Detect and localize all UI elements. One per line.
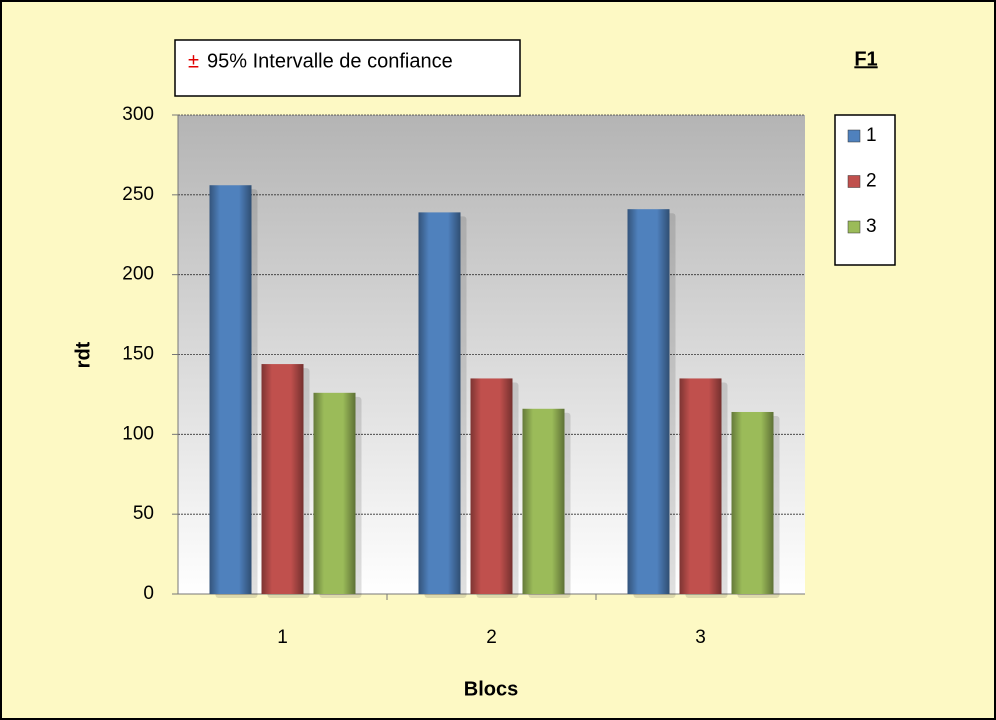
bar-highlight: [209, 185, 252, 594]
y-tick-label: 200: [122, 264, 154, 285]
x-tick-label: 2: [486, 627, 497, 648]
annotation-box: [174, 39, 521, 97]
y-tick-label: 250: [122, 184, 154, 205]
annotation: 95% Intervalle de confiance: [207, 50, 453, 72]
x-tick-label: 1: [277, 627, 288, 648]
bar-highlight: [261, 364, 304, 594]
bar-highlight: [679, 378, 722, 594]
y-tick-label: 0: [143, 583, 154, 604]
legend-swatch: [847, 129, 861, 143]
chart-title: F1: [854, 48, 877, 70]
annotation-symbol: ±: [188, 50, 199, 72]
legend-swatch: [847, 220, 861, 234]
y-tick-label: 100: [122, 423, 154, 444]
x-axis-label: Blocs: [464, 678, 518, 700]
legend-label: 2: [866, 171, 877, 192]
y-tick-label: 150: [122, 344, 154, 365]
legend-box: [834, 114, 896, 266]
y-axis-label: rdt: [72, 341, 94, 368]
y-tick-label: 50: [133, 503, 154, 524]
bar-highlight: [731, 411, 774, 594]
bar-highlight: [470, 378, 513, 594]
bar-highlight: [522, 408, 565, 594]
bar-highlight: [418, 212, 461, 594]
legend-label: 1: [866, 125, 877, 146]
y-tick-label: 300: [122, 104, 154, 125]
bar-highlight: [313, 392, 356, 594]
legend-swatch: [847, 175, 861, 188]
bar-highlight: [627, 209, 670, 594]
legend-label: 3: [866, 216, 877, 237]
x-tick-label: 3: [695, 627, 706, 648]
